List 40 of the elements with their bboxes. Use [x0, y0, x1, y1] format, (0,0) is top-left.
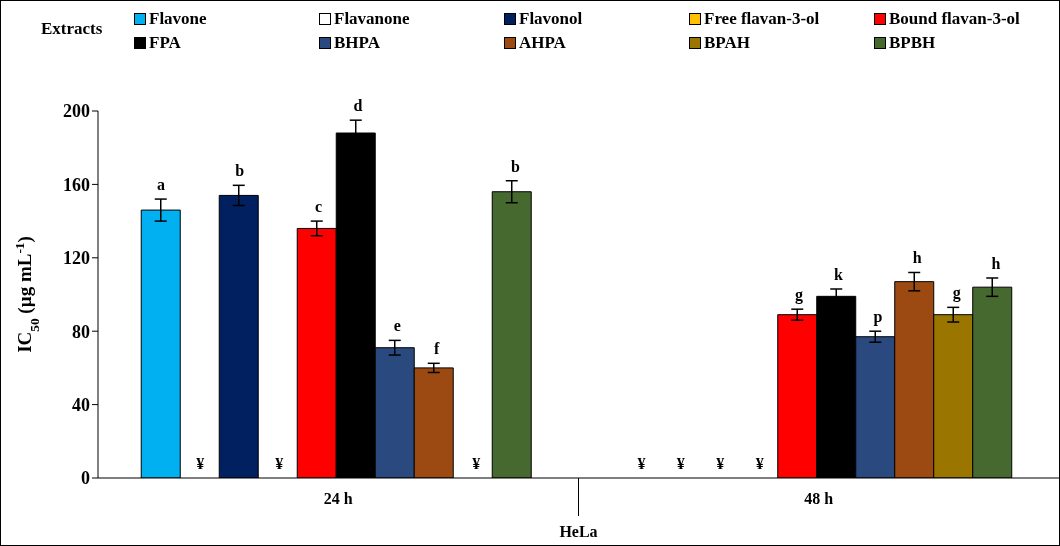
x-tick-label: 48 h [804, 490, 834, 507]
text: ¥ [472, 455, 481, 472]
legend-label: Flavanone [333, 9, 411, 29]
data-label: b [511, 157, 521, 175]
legend-label: FPA [148, 33, 182, 53]
text: ¥ [716, 455, 725, 472]
legend-label: Flavone [148, 9, 208, 29]
y-tick-label: 0 [81, 468, 90, 489]
y-tick-label: 40 [72, 394, 90, 415]
x-tick-label: 24 h [323, 490, 353, 507]
y-tick-label: 160 [63, 174, 90, 195]
data-label: b [235, 162, 245, 180]
data-label: e [393, 317, 401, 335]
text: ¥ [637, 455, 646, 472]
data-label: h [912, 249, 922, 267]
legend-label: BPBH [888, 33, 937, 53]
text: ¥ [755, 455, 764, 472]
y-tick-label: 120 [63, 248, 90, 269]
legend-label: AHPA [518, 33, 567, 53]
data-label: p [873, 308, 883, 327]
text: ¥ [196, 455, 205, 472]
x-axis-title: HeLa [559, 523, 598, 540]
data-label: c [314, 198, 323, 216]
data-label: f [434, 340, 441, 358]
data-label: a [156, 176, 165, 194]
legend-label: Flavonol [518, 9, 584, 29]
data-label: g [795, 286, 804, 305]
data-label: g [952, 284, 961, 303]
legend-title: Extracts [40, 18, 104, 40]
text: ¥ [275, 455, 284, 472]
y-tick-label: 200 [63, 101, 90, 122]
data-label: d [353, 97, 363, 115]
data-label: k [834, 265, 843, 283]
legend-label: BHPA [333, 33, 381, 53]
legend-label: Bound flavan-3-ol [888, 9, 1021, 29]
legend-label: Free flavan-3-ol [703, 9, 821, 29]
data-label: h [991, 254, 1001, 272]
y-tick-label: 80 [72, 321, 90, 342]
legend-label: BPAH [703, 33, 751, 53]
text: ¥ [676, 455, 685, 472]
